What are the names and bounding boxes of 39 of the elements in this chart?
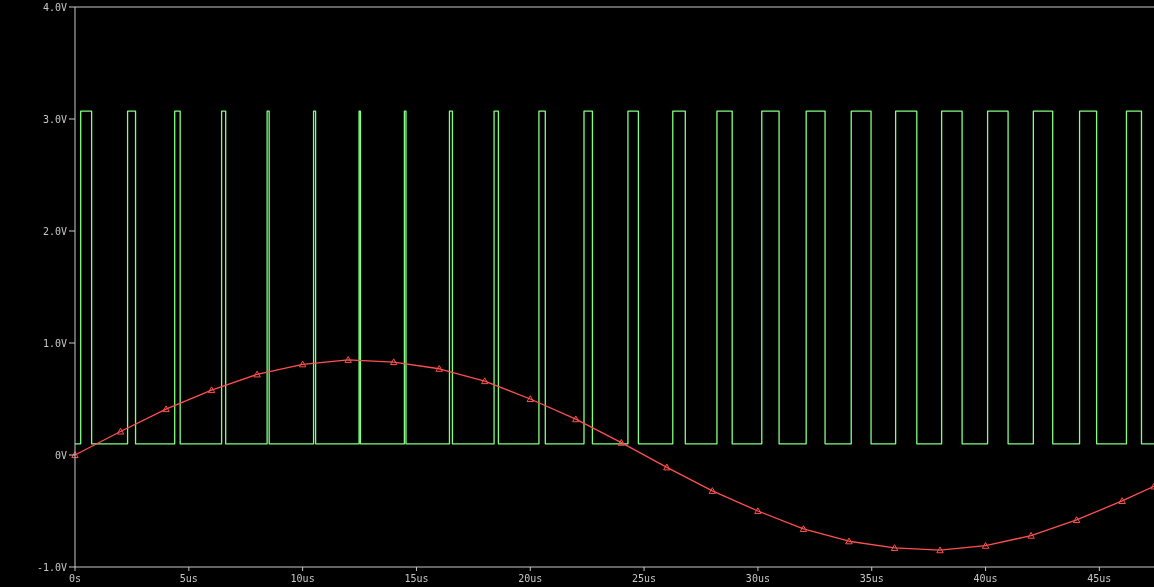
x-tick-label: 40us [973, 573, 998, 584]
point [1072, 516, 1081, 524]
point [253, 370, 261, 378]
y-tick-label: 3.0V [42, 113, 67, 125]
y-tick-label: 2.0V [42, 225, 67, 237]
point [1027, 531, 1035, 539]
point [162, 405, 170, 413]
x-tick-label: 10us [290, 573, 315, 584]
point [617, 438, 626, 446]
point [936, 546, 944, 554]
x-tick-label: 45us [1087, 573, 1112, 584]
point [1118, 497, 1126, 504]
point [708, 487, 717, 494]
y-tick-label: -1.0V [36, 561, 67, 573]
x-tick-label: 15us [404, 573, 429, 584]
point [116, 427, 125, 435]
point [526, 395, 534, 403]
point [389, 358, 398, 366]
x-tick-label: 30us [745, 573, 770, 584]
point [572, 415, 580, 423]
point [754, 507, 762, 515]
x-tick-label: 0s [68, 573, 82, 584]
y-tick-label: 1.0V [42, 337, 67, 349]
x-tick-label: 20us [518, 573, 543, 584]
point [890, 544, 899, 552]
x-tick-label: 35us [859, 573, 884, 584]
x-tick-label: 25us [632, 573, 657, 584]
y-tick-label: 0V [54, 449, 67, 461]
point [663, 463, 671, 471]
point [344, 356, 352, 363]
point [981, 542, 990, 549]
point [435, 365, 443, 372]
point [799, 525, 808, 532]
y-tick-label: 4.0V [42, 1, 67, 13]
point [481, 377, 489, 385]
point [207, 386, 216, 394]
point [298, 360, 307, 368]
point [845, 537, 853, 545]
x-tick-label: 5us [179, 573, 198, 584]
